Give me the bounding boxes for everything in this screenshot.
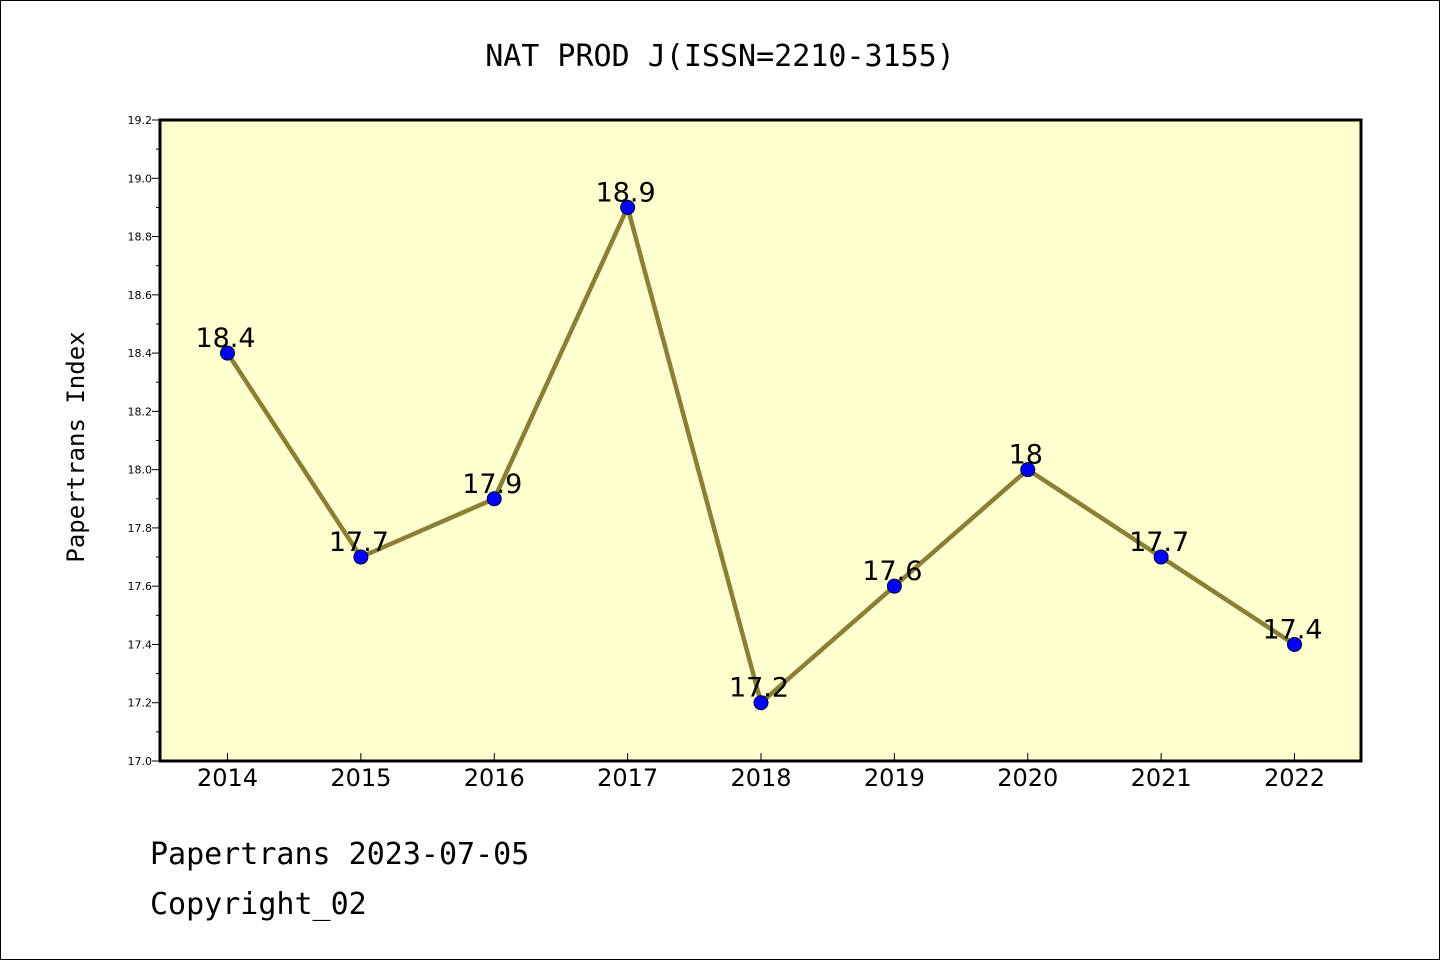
data-point [486,491,502,507]
y-tick-label: 18.4 [128,347,153,360]
data-label: 17.7 [329,527,389,558]
x-tick-label: 2015 [330,764,391,792]
data-label: 18.4 [195,323,255,354]
x-tick-label: 2016 [464,764,525,792]
data-label: 18.9 [596,177,656,208]
x-axis: 2014 2015 2016 2017 2018 2019 2020 2021 2022 [197,753,1325,792]
footer-date: Papertrans 2023-07-05 [150,837,529,872]
y-tick-label: 18.0 [128,464,153,477]
data-label: 17.4 [1262,614,1322,645]
data-label: 18 [1009,440,1043,471]
x-tick-label: 2018 [730,764,791,792]
y-tick-label: 19.2 [128,114,153,127]
data-point [353,549,369,565]
plot-area [158,118,1363,763]
y-tick-label: 17.8 [128,522,153,535]
y-tick-label: 17.6 [128,580,153,593]
x-tick-label: 2022 [1264,764,1325,792]
footer-copyright: Copyright_02 [150,887,367,922]
y-tick-label: 17.2 [128,697,153,710]
data-point [886,578,902,594]
data-label: 17.7 [1129,527,1189,558]
y-tick-label: 18.8 [128,231,153,244]
data-point [1287,636,1302,652]
x-tick-label: 2021 [1131,764,1192,792]
data-label: 17.2 [729,673,789,704]
x-tick-label: 2017 [597,764,658,792]
data-label: 17.9 [462,469,522,500]
data-label: 17.6 [862,556,922,587]
y-tick-label: 17.0 [128,755,153,768]
data-points [220,199,1302,711]
data-point [753,695,769,711]
y-tick-label: 18.6 [128,289,153,302]
data-point [220,345,235,361]
data-point [1153,549,1169,565]
data-labels: 18.4 17.7 17.9 18.9 17.2 17.6 18 17.7 17.4 [195,177,1322,703]
x-tick-label: 2014 [197,764,258,792]
chart-title: NAT PROD J(ISSN=2210-3155) [485,39,955,74]
x-tick-label: 2020 [997,764,1058,792]
y-axis-label: Papertrans Index [62,331,90,562]
x-tick-label: 2019 [864,764,925,792]
data-point [620,199,636,215]
y-tick-label: 19.0 [128,172,153,185]
y-tick-label: 17.4 [128,638,153,651]
y-axis: 17.0 17.2 17.4 17.6 17.8 18.0 18.2 18.4 18.6 18.8… [128,114,160,768]
y-tick-label: 18.2 [128,405,153,418]
data-point [1020,462,1036,478]
